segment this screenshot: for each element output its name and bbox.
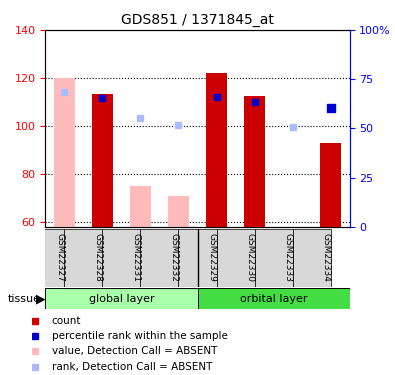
Text: GSM22334: GSM22334	[322, 233, 331, 282]
Bar	[64, 229, 102, 287]
Text: GSM22329: GSM22329	[207, 233, 216, 282]
Text: GSM22330: GSM22330	[246, 233, 254, 282]
Bar	[206, 73, 227, 227]
Text: global layer: global layer	[88, 294, 154, 303]
Bar	[141, 229, 179, 287]
Bar	[254, 229, 293, 287]
Text: GDS851 / 1371845_at: GDS851 / 1371845_at	[121, 13, 274, 27]
Text: GSM22327: GSM22327	[55, 233, 64, 282]
Bar	[293, 229, 331, 287]
Bar	[130, 186, 151, 227]
Bar	[92, 94, 113, 227]
Bar	[168, 196, 189, 227]
Text: GSM22328: GSM22328	[94, 233, 102, 282]
Text: value, Detection Call = ABSENT: value, Detection Call = ABSENT	[52, 346, 217, 357]
Text: ▶: ▶	[36, 292, 45, 305]
Bar	[320, 143, 341, 227]
Bar	[54, 78, 75, 227]
Text: count: count	[52, 315, 81, 326]
Text: tissue: tissue	[8, 294, 41, 303]
Bar	[45, 288, 198, 309]
Bar	[216, 229, 254, 287]
Bar	[198, 288, 350, 309]
Text: orbital layer: orbital layer	[240, 294, 307, 303]
Text: GSM22332: GSM22332	[169, 233, 179, 282]
Text: GSM22333: GSM22333	[284, 233, 293, 282]
Bar	[26, 229, 64, 287]
Bar	[179, 229, 216, 287]
Text: rank, Detection Call = ABSENT: rank, Detection Call = ABSENT	[52, 362, 212, 372]
Bar	[244, 96, 265, 227]
Text: percentile rank within the sample: percentile rank within the sample	[52, 331, 228, 341]
Bar	[102, 229, 141, 287]
Text: GSM22331: GSM22331	[132, 233, 141, 282]
